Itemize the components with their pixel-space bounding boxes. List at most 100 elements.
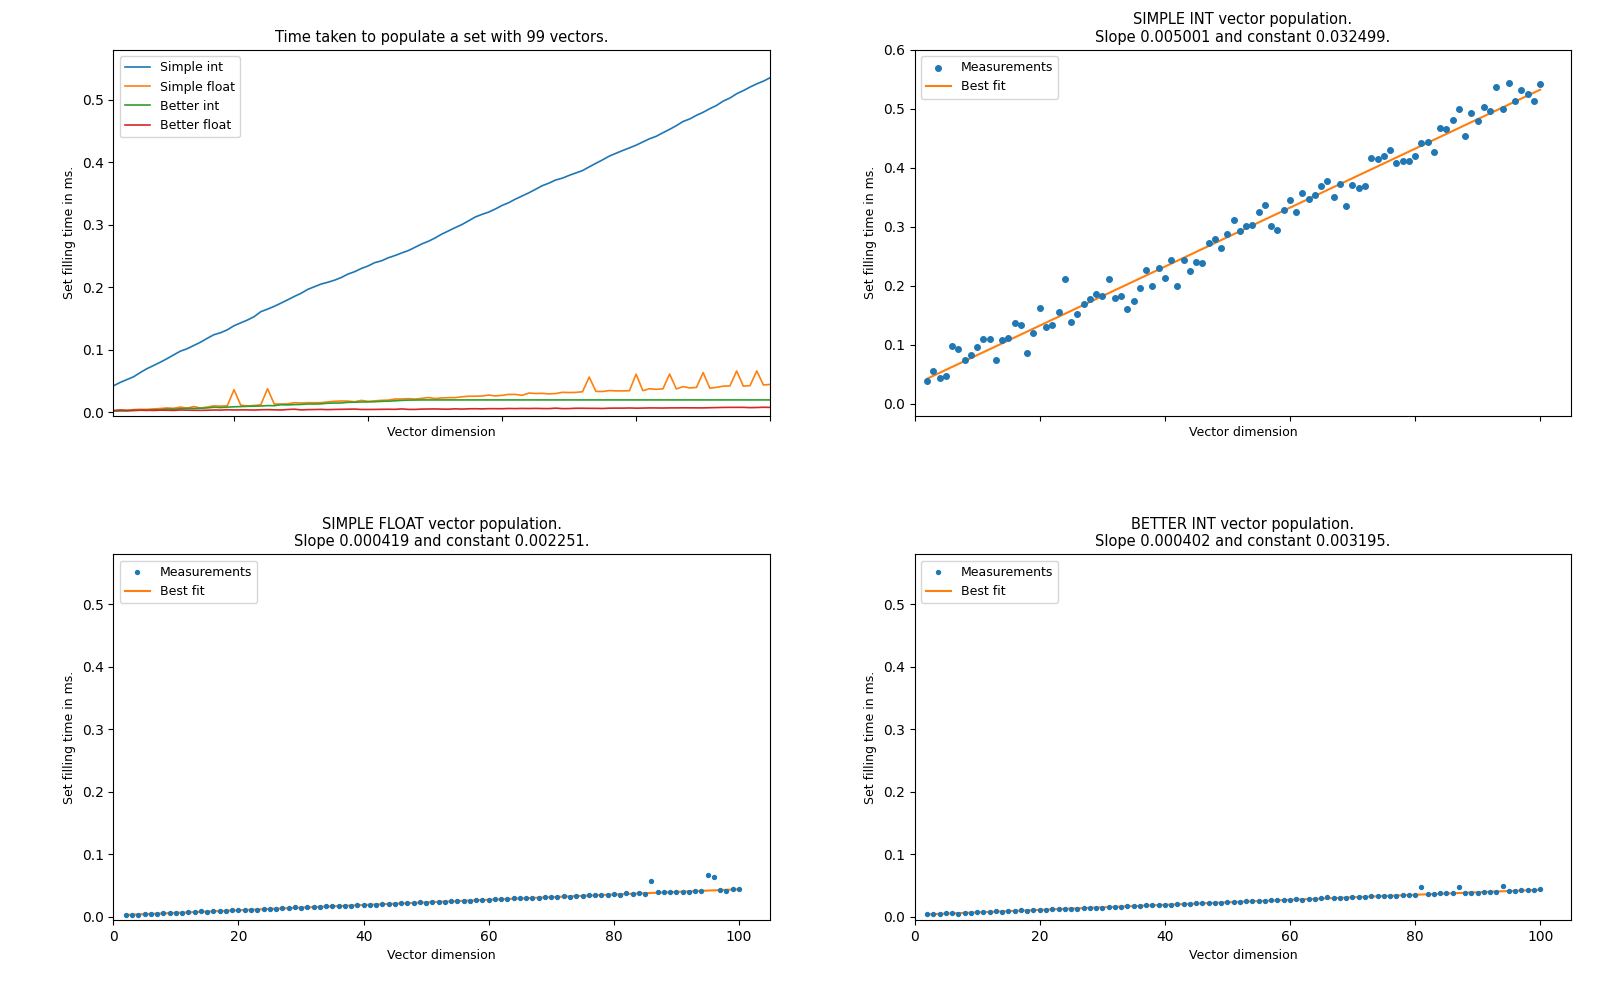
Measurements [313, 898, 339, 914]
Measurements [1333, 198, 1359, 214]
Measurements [113, 907, 139, 923]
Measurements [1215, 894, 1241, 910]
Measurements [376, 896, 402, 912]
Measurements [1270, 202, 1296, 218]
Best fit [441, 895, 460, 907]
Best fit [117, 909, 136, 921]
Best fit [917, 373, 936, 385]
Best fit [279, 902, 298, 914]
Best fit [1061, 305, 1081, 317]
Measurements [1421, 886, 1447, 902]
Measurements [1477, 884, 1503, 900]
Measurements [1421, 144, 1447, 160]
Measurements [1371, 148, 1396, 164]
Measurements [245, 902, 271, 918]
Measurements [1320, 189, 1346, 205]
Measurements [1121, 898, 1147, 914]
Measurements [1515, 86, 1541, 102]
Measurements [983, 903, 1009, 919]
Y-axis label: Set filling time in ms.: Set filling time in ms. [865, 671, 878, 804]
Measurements [1528, 881, 1554, 897]
Title: Time taken to populate a set with 99 vectors.: Time taken to populate a set with 99 vec… [275, 30, 609, 45]
Measurements [1108, 288, 1134, 304]
Measurements [1045, 901, 1071, 917]
Measurements [389, 895, 415, 911]
Measurements [1021, 902, 1047, 918]
Measurements [288, 900, 314, 916]
Measurements [1346, 889, 1372, 905]
Measurements [1427, 120, 1453, 136]
Measurements [520, 890, 546, 906]
Simple int [433, 228, 452, 240]
Measurements [946, 906, 972, 922]
Measurements [201, 903, 227, 919]
Measurements [1371, 888, 1396, 904]
Measurements [1440, 112, 1466, 128]
Measurements [658, 884, 684, 900]
Measurements [1051, 271, 1077, 287]
Measurements [632, 886, 658, 902]
Measurements [120, 907, 146, 923]
Measurements [1377, 142, 1403, 158]
Measurements [1145, 897, 1171, 913]
Measurements [1383, 155, 1409, 171]
Measurements [1346, 180, 1372, 196]
Measurements [1034, 319, 1059, 335]
Measurements [1215, 226, 1241, 242]
Measurements [1358, 150, 1383, 166]
Measurements [1408, 879, 1434, 895]
Measurements [940, 338, 966, 354]
Better float [311, 403, 330, 415]
Measurements [1152, 270, 1178, 286]
Simple float [760, 378, 779, 390]
Measurements [426, 894, 452, 910]
Measurements [188, 903, 214, 919]
Better float [627, 402, 646, 414]
Measurements [957, 347, 983, 363]
Measurements [1058, 901, 1084, 917]
Measurements [1309, 890, 1335, 906]
Measurements [531, 889, 557, 905]
Simple float [279, 398, 298, 410]
Measurements [1502, 93, 1528, 109]
Best fit [729, 883, 748, 895]
Measurements [1008, 317, 1034, 333]
Measurements [1340, 177, 1366, 193]
Measurements [1252, 893, 1278, 909]
Measurements [157, 905, 183, 921]
Measurements [1171, 896, 1197, 912]
Measurements [1239, 217, 1265, 233]
Better int [279, 399, 298, 411]
Measurements [1196, 895, 1221, 911]
Measurements [1176, 263, 1202, 279]
Measurements [1246, 204, 1272, 220]
Measurements [1089, 288, 1115, 304]
Measurements [219, 902, 245, 918]
Measurements [1027, 300, 1053, 316]
Measurements [1447, 101, 1473, 117]
Measurements [339, 898, 364, 914]
Measurements [977, 331, 1003, 347]
Measurements [1427, 885, 1453, 901]
Measurements [1152, 897, 1178, 913]
Measurements [1121, 293, 1147, 309]
Measurements [1102, 290, 1128, 306]
Measurements [557, 889, 583, 905]
Measurements [494, 891, 520, 907]
Measurements [483, 891, 509, 907]
Line: Simple int: Simple int [113, 78, 769, 386]
Measurements [1183, 254, 1209, 270]
Measurements [1414, 886, 1440, 902]
Measurements [138, 906, 164, 922]
Measurements [181, 904, 207, 920]
Measurements [1128, 280, 1153, 296]
Best fit [1243, 895, 1262, 907]
Measurements [1108, 899, 1134, 915]
Measurements [514, 890, 539, 906]
Measurements [225, 902, 251, 918]
Measurements [1452, 885, 1477, 901]
Measurements [1265, 222, 1291, 238]
Measurements [927, 906, 953, 922]
Measurements [1095, 271, 1121, 287]
Measurements [663, 884, 688, 900]
